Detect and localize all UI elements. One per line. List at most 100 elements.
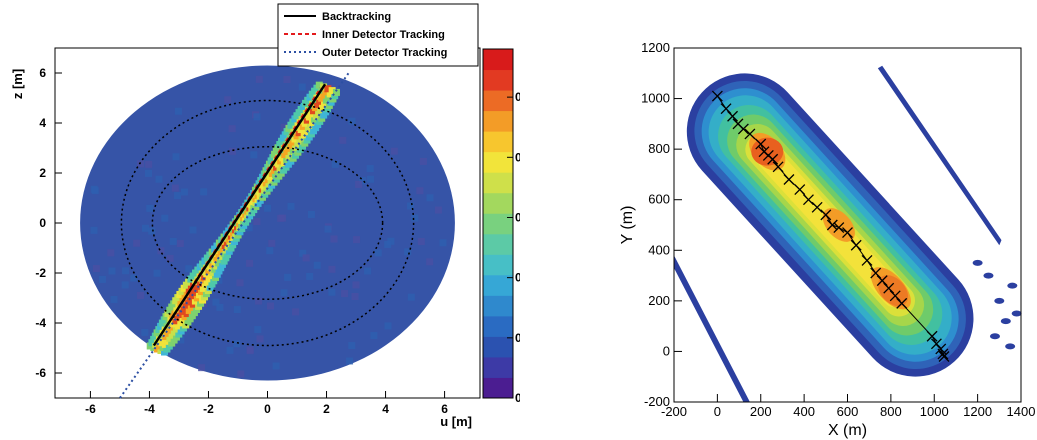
colorbar-segment [483,295,513,317]
y-tick-label: 400 [648,242,670,257]
scatter-point [820,209,832,221]
contour-band [694,80,966,370]
contour-speckle [1011,310,1022,317]
heatmap-cell [328,265,336,273]
y-tick-label: 200 [648,293,670,308]
heatmap-cell [229,147,237,155]
heatmap-cell [212,298,220,306]
heatmap-cell [200,188,208,196]
x-tick-label: 6 [441,402,448,416]
heatmap-cell [331,160,339,168]
scatter-point [720,103,732,115]
scatter-point [755,138,767,150]
heatmap-cell [374,249,382,257]
heatmap-cell [426,258,434,266]
contour-band [701,88,959,362]
heatmap-cell [137,160,145,168]
heatmap-cell [237,370,245,378]
y-tick-label: 1200 [641,40,670,55]
heatmap-cell [434,206,442,214]
x-axis-label: u [m] [440,414,472,429]
contour-speckle [1007,282,1018,289]
y-tick-label: -4 [35,316,46,330]
colorbar-segment [483,49,513,71]
colorbar-frame [482,48,514,399]
heatmap-cell [110,295,118,303]
contour-speckle [989,333,1000,340]
heatmap-cell [367,175,375,183]
heatmap-cell [255,75,263,83]
heatmap-cell [145,169,153,177]
scatter-point [758,146,770,158]
heatmap-cell [268,239,276,247]
right-plot-frame [673,47,1022,403]
heatmap-cell [284,273,292,281]
heatmap-cell [390,147,398,155]
y-tick-label: 2 [39,166,46,180]
heatmap-cell [176,240,184,248]
contour-band [736,124,925,326]
scatter-point [870,267,882,279]
heatmap-cell [355,180,363,188]
heatmap-cell [426,194,434,202]
heatmap-cell [266,247,274,255]
scatter-point [850,239,862,251]
colorbar-segment [483,90,513,112]
heatmap-cell [266,302,274,310]
heatmap-cell [224,96,232,104]
heatmap-cell [253,113,261,121]
heatmap-cell [283,76,291,84]
heatmap-cell [417,238,425,246]
heatmap-cell [292,308,300,316]
contour-hotspot [822,208,855,242]
legend-label: Backtracking [322,11,391,23]
heatmap-cell [306,272,314,280]
colorbar-segment [483,254,513,276]
heatmap-cell [364,267,372,275]
heatmap-cell [107,249,115,257]
heatmap-cell [161,214,169,222]
heatmap-cell [353,236,361,244]
heatmap-cell [137,291,145,299]
x-tick-label: 4 [382,402,389,416]
scatter-point [926,330,938,342]
scatter-point [762,150,774,161]
scatter-point [842,227,853,239]
scatter-points [711,90,950,362]
heatmap-cell [352,281,360,289]
x-tick-label: 600 [837,404,859,419]
heatmap-cell [148,227,156,235]
contour-hotspot-core [878,275,909,307]
heatmap-cell [439,239,447,247]
scatter-point [783,174,795,185]
y-tick-label: -2 [35,266,46,280]
y-axis-label: Y (m) [619,206,636,245]
heatmap-cell [169,237,177,245]
scatter-point [930,338,942,350]
heatmap-cell [180,188,188,196]
heatmap-cell [341,290,349,298]
heatmap-cell [332,88,340,96]
contour-hotspot-core [751,137,784,166]
legend: Backtracking Inner Detector Tracking Outer… [277,3,479,67]
contour-speckle [983,272,994,279]
scatter-point [803,194,814,206]
heatmap-cell [185,265,193,273]
colorbar-segment [483,274,513,296]
scatter-point [727,110,739,122]
legend-label: Outer Detector Tracking [322,47,447,59]
heatmap-cell [155,175,163,183]
heatmap-cell [384,322,392,330]
heatmap-cell [233,306,241,314]
y-tick-label: 600 [648,192,670,207]
contour-stripe [674,255,750,402]
heatmap-cell [92,265,100,273]
heatmap-cell [370,332,378,340]
contour-bands [674,48,1022,402]
colorbar-segment [483,336,513,358]
heatmap-cell [245,224,253,232]
heatmap-cell [250,151,258,159]
x-tick-label: 800 [880,404,902,419]
colorbar: 0 0.1 0.2 0.3 0.4 0.5 [482,48,520,405]
scatter-point [833,222,845,233]
